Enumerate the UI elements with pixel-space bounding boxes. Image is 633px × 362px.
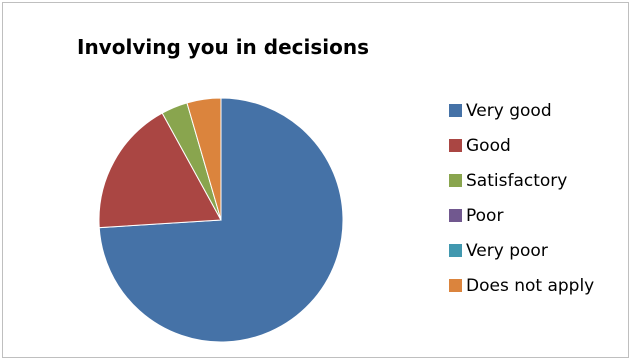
legend: Very good Good Satisfactory Poor Very poor Do… [449, 93, 594, 303]
legend-item-poor: Poor [449, 198, 594, 233]
legend-swatch-very-good [449, 104, 462, 117]
legend-label-satisfactory: Satisfactory [466, 170, 568, 191]
chart-frame: Involving you in decisions Very good Good… [2, 2, 629, 358]
legend-swatch-does-not-apply [449, 279, 462, 292]
pie-chart [98, 97, 344, 343]
pie-slice-good [98, 112, 222, 229]
legend-swatch-very-poor [449, 244, 462, 257]
legend-swatch-good [449, 139, 462, 152]
legend-swatch-poor [449, 209, 462, 222]
chart-title: Involving you in decisions [77, 35, 369, 59]
legend-item-very-good: Very good [449, 93, 594, 128]
legend-label-very-good: Very good [466, 100, 552, 121]
legend-item-very-poor: Very poor [449, 233, 594, 268]
pie-slice-does-not-apply [186, 97, 222, 221]
legend-label-poor: Poor [466, 205, 504, 226]
legend-item-good: Good [449, 128, 594, 163]
legend-label-very-poor: Very poor [466, 240, 548, 261]
legend-swatch-satisfactory [449, 174, 462, 187]
legend-item-satisfactory: Satisfactory [449, 163, 594, 198]
legend-item-does-not-apply: Does not apply [449, 268, 594, 303]
legend-label-does-not-apply: Does not apply [466, 275, 595, 296]
legend-label-good: Good [466, 135, 511, 156]
